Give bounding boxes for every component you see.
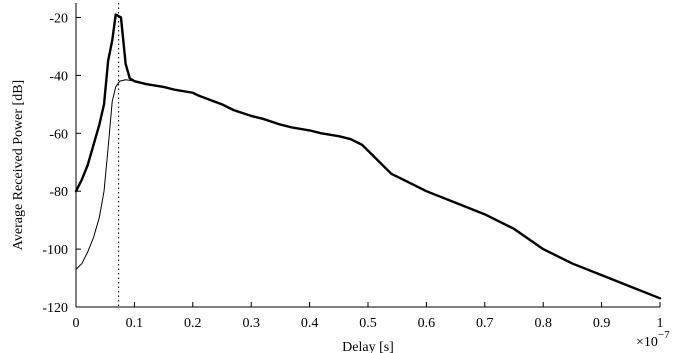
x-tick-label: 0.4 xyxy=(301,316,319,331)
y-tick-label: -80 xyxy=(49,185,68,200)
y-axis: -120 -100 -80 -60 -40 -20 xyxy=(42,11,81,316)
x-tick-label: 1 xyxy=(657,316,664,331)
x-axis-multiplier: ×10−7 xyxy=(636,329,670,350)
plot-area xyxy=(74,3,662,308)
x-tick-label: 0.8 xyxy=(534,316,552,331)
x-tick-label: 0.7 xyxy=(476,316,494,331)
x-tick-label: 0.1 xyxy=(126,316,144,331)
x-tick-label: 0.3 xyxy=(242,316,260,331)
y-tick-label: -100 xyxy=(42,243,68,258)
x-tick-label: 0.6 xyxy=(418,316,436,331)
y-tick-label: -60 xyxy=(49,127,68,142)
x-tick-label: 0.2 xyxy=(184,316,202,331)
y-tick-label: -40 xyxy=(49,69,68,84)
series-line-thin xyxy=(75,79,135,270)
x-axis-title: Delay [s] xyxy=(342,340,394,353)
y-tick-label: -20 xyxy=(49,11,68,26)
x-tick-label: 0.5 xyxy=(359,316,377,331)
x-tick-label: 0.9 xyxy=(593,316,611,331)
x-axis: 0 0.1 0.2 0.3 0.4 0.5 0.6 0.7 0.8 0.9 1 xyxy=(73,302,664,331)
series-line-thick xyxy=(74,13,662,300)
x-tick-label: 0 xyxy=(73,316,80,331)
x-axis-multiplier-exponent: −7 xyxy=(658,329,670,341)
x-axis-multiplier-base: ×10 xyxy=(636,335,658,350)
y-axis-title: Average Received Power [dB] xyxy=(11,80,26,250)
y-tick-label: -120 xyxy=(42,301,68,316)
